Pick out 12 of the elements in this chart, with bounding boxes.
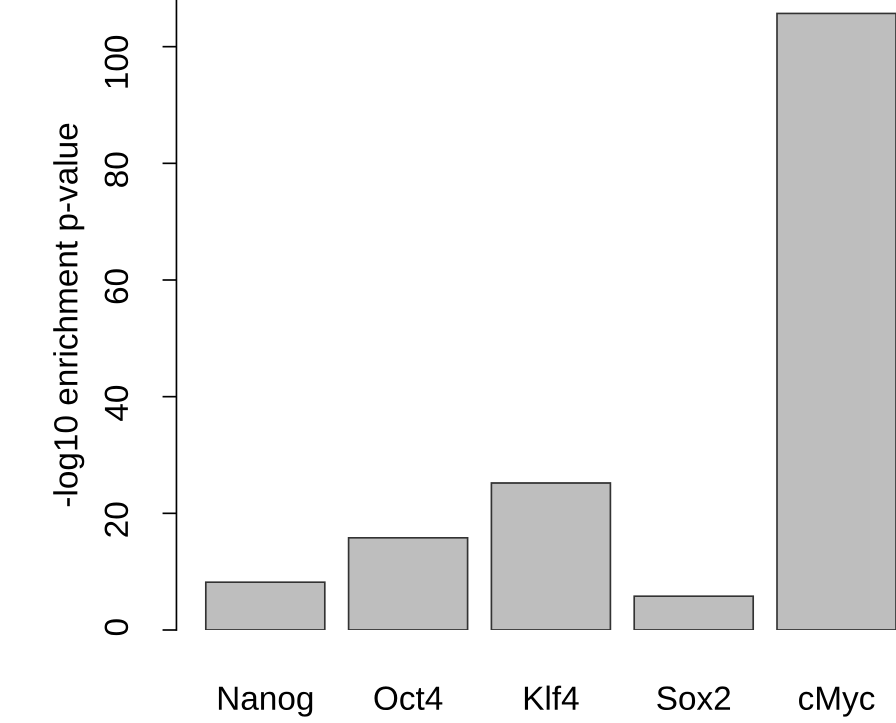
x-tick-label: Klf4 [524,686,579,710]
x-tick-label: cMyc [799,686,875,717]
y-tick-label: 60 [104,269,128,304]
x-tick-label: Sox2 [657,686,730,710]
y-tick-label: 0 [104,619,128,636]
y-tick-label: 40 [104,386,128,421]
y-tick-label: 100 [104,36,128,88]
y-axis-title: -log10 enrichment p-value [53,124,84,506]
y-tick-label: 80 [104,152,128,187]
x-tick-label: Nanog [218,686,312,717]
y-tick-label: 20 [104,502,128,537]
x-tick-label: Oct4 [374,686,442,710]
